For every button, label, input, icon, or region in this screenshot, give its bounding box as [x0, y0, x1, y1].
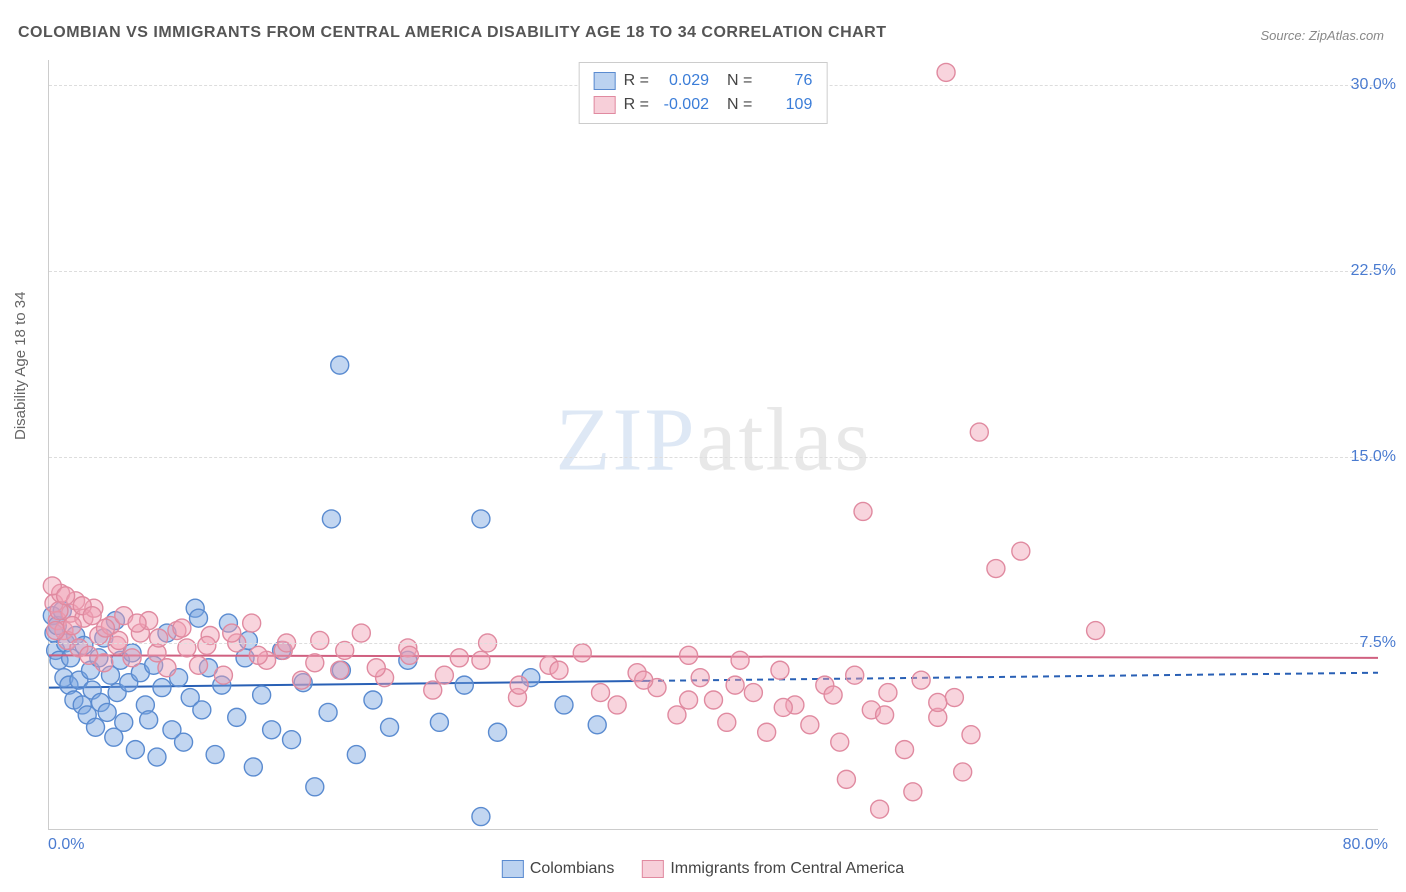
- gridline: [49, 643, 1378, 644]
- y-tick-label: 30.0%: [1351, 76, 1396, 94]
- source-attribution: Source: ZipAtlas.com: [1260, 28, 1384, 43]
- x-axis-max-label: 80.0%: [1343, 836, 1388, 854]
- legend-item: Colombians: [502, 860, 614, 878]
- legend-stats-row: R =-0.002N =109: [594, 93, 813, 117]
- legend-stats-row: R =0.029N =76: [594, 69, 813, 93]
- legend-item: Immigrants from Central America: [642, 860, 904, 878]
- chart-plot-area: ZIPatlas: [48, 60, 1378, 830]
- legend-bottom: Colombians Immigrants from Central Americ…: [502, 860, 904, 878]
- scatter-svg: [49, 60, 1378, 829]
- y-tick-label: 22.5%: [1351, 262, 1396, 280]
- gridline: [49, 457, 1378, 458]
- y-axis-label: Disability Age 18 to 34: [12, 292, 29, 440]
- legend-stats-box: R =0.029N =76R =-0.002N =109: [579, 62, 828, 124]
- y-tick-label: 7.5%: [1360, 634, 1396, 652]
- chart-title: COLOMBIAN VS IMMIGRANTS FROM CENTRAL AME…: [18, 24, 887, 42]
- y-tick-label: 15.0%: [1351, 448, 1396, 466]
- gridline: [49, 271, 1378, 272]
- x-axis-min-label: 0.0%: [48, 836, 84, 854]
